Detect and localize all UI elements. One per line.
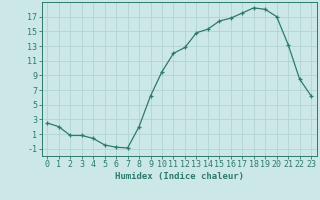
X-axis label: Humidex (Indice chaleur): Humidex (Indice chaleur): [115, 172, 244, 181]
